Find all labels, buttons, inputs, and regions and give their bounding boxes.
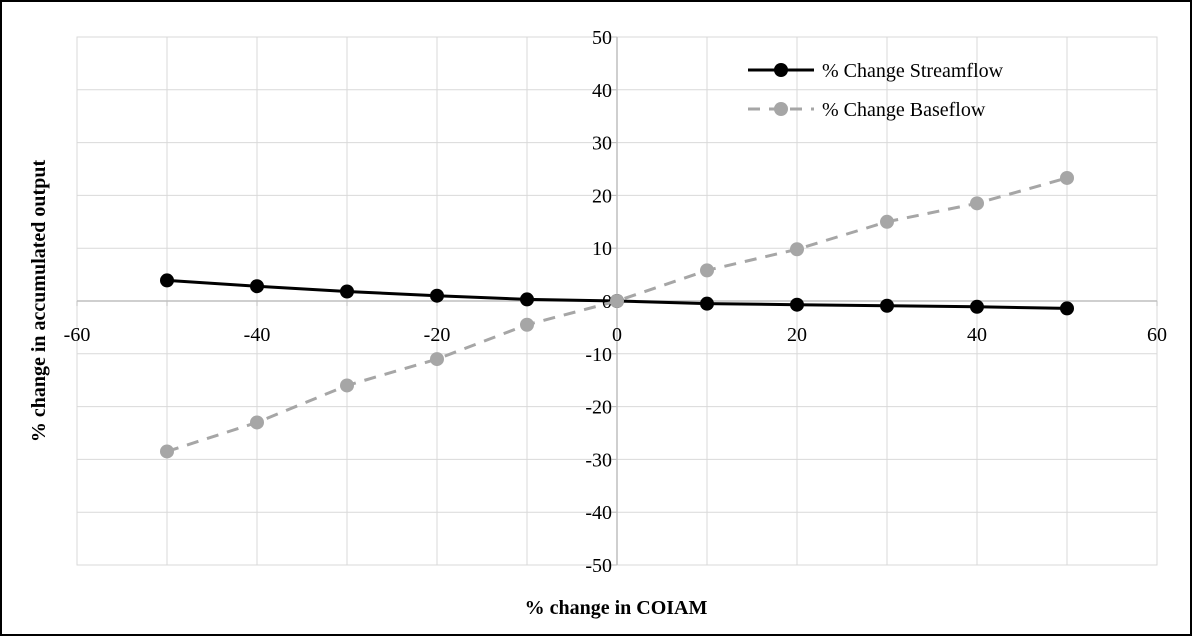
data-point xyxy=(160,444,174,459)
y-tick-label: -50 xyxy=(585,555,612,577)
data-point xyxy=(160,273,174,288)
y-axis-title: % change in accumulated output xyxy=(28,160,50,443)
x-tick-label: 60 xyxy=(1147,324,1167,346)
legend-entry-streamflow: % Change Streamflow xyxy=(748,60,1004,82)
data-point xyxy=(610,294,624,308)
data-point xyxy=(970,299,984,314)
data-point xyxy=(520,317,534,332)
data-point xyxy=(430,352,444,367)
series-line-1 xyxy=(166,176,1068,453)
data-point xyxy=(700,296,714,311)
y-tick-label: -20 xyxy=(585,397,612,419)
y-tick-label: -30 xyxy=(585,449,612,471)
y-tick-label: 40 xyxy=(592,80,612,102)
x-axis-title: % change in COIAM xyxy=(525,597,708,619)
legend: % Change Streamflow % Change Baseflow xyxy=(748,60,1004,121)
data-point xyxy=(250,279,264,294)
x-tick-label: 40 xyxy=(967,324,987,346)
data-point xyxy=(700,263,714,278)
x-tick-label: -60 xyxy=(64,324,91,346)
y-tick-label: -40 xyxy=(585,502,612,524)
y-tick-label: 30 xyxy=(592,133,612,155)
x-tick-label: -20 xyxy=(424,324,451,346)
x-tick-label: 0 xyxy=(612,324,622,346)
legend-baseflow-marker xyxy=(774,102,788,116)
y-tick-label: 10 xyxy=(592,238,612,260)
data-point xyxy=(520,292,534,307)
data-point xyxy=(1060,170,1074,185)
legend-baseflow-label: % Change Baseflow xyxy=(822,99,986,121)
data-point xyxy=(970,196,984,211)
legend-entry-baseflow: % Change Baseflow xyxy=(748,99,986,121)
y-tick-label: -10 xyxy=(585,344,612,366)
legend-streamflow-label: % Change Streamflow xyxy=(822,60,1004,82)
data-point xyxy=(1060,301,1074,316)
x-tick-label: 20 xyxy=(787,324,807,346)
data-point xyxy=(340,378,354,393)
data-point xyxy=(250,415,264,430)
data-point xyxy=(880,214,894,229)
y-tick-label: 20 xyxy=(592,185,612,207)
x-tick-label: -40 xyxy=(244,324,271,346)
data-point xyxy=(790,242,804,257)
data-point xyxy=(880,298,894,313)
y-tick-label: 50 xyxy=(592,27,612,49)
series-layer xyxy=(160,170,1074,459)
data-point xyxy=(340,284,354,299)
data-point xyxy=(430,288,444,303)
data-point xyxy=(790,297,804,312)
legend-streamflow-marker xyxy=(774,63,788,77)
